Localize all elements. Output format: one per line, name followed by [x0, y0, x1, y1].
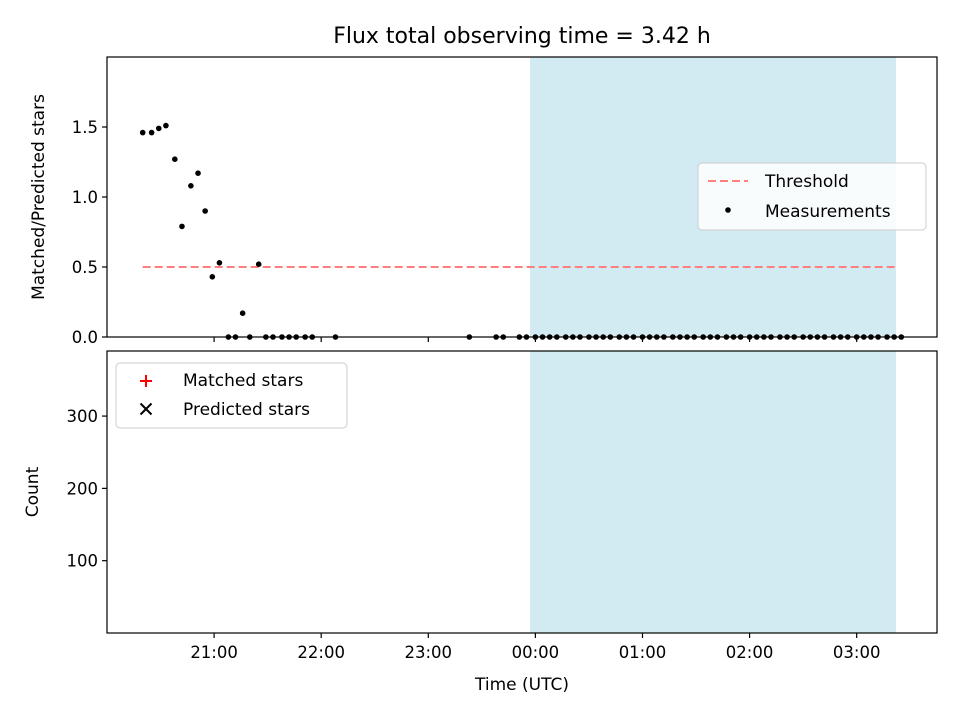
legend: Threshold Measurements	[697, 162, 927, 231]
x-tick-label: 22:00	[297, 643, 345, 662]
x-tick-label: 03:00	[833, 643, 881, 662]
bottom-panel: 100 200 300 21:00 22:00 23:00 00:00 01:00 02:00 0…	[23, 350, 938, 662]
data-point	[155, 125, 162, 132]
x-tick-label: 02:00	[726, 643, 774, 662]
legend-measurements-swatch	[725, 207, 731, 213]
data-point	[148, 129, 155, 136]
x-tick-label: 23:00	[405, 643, 453, 662]
y-tick-label: 1.5	[72, 118, 98, 137]
legend-predicted-swatch	[139, 402, 153, 416]
legend: Matched stars Predicted stars	[115, 362, 348, 429]
data-point	[188, 183, 194, 189]
x-axis-label: Time (UTC)	[474, 675, 569, 695]
y-tick-label: 1.0	[72, 188, 98, 207]
data-point	[163, 122, 169, 129]
data-point	[195, 170, 201, 176]
y-tick-label: 200	[67, 479, 99, 498]
data-point	[255, 261, 262, 268]
x-tick-label: 21:00	[190, 643, 238, 662]
data-point	[216, 260, 223, 266]
data-point	[139, 129, 146, 136]
y-axis-label: Count	[23, 466, 43, 517]
axes-frame	[106, 350, 938, 634]
y-tick-label: 100	[67, 552, 99, 571]
legend-box	[697, 162, 927, 231]
figure-title: Flux total observing time = 3.42 h	[333, 24, 711, 49]
legend-label-matched: Matched stars	[183, 371, 303, 391]
data-point	[172, 156, 178, 162]
x-tick-label: 00:00	[512, 643, 560, 662]
legend-box	[115, 362, 348, 429]
legend-label-threshold: Threshold	[764, 172, 849, 192]
observing-window-shade	[530, 351, 896, 633]
legend-label-measurements: Measurements	[765, 202, 891, 222]
y-tick-label: 0.5	[72, 258, 98, 277]
data-point	[202, 208, 208, 214]
data-point	[209, 274, 216, 280]
legend-label-predicted: Predicted stars	[183, 400, 310, 420]
y-axis-label: Matched/Predicted stars	[29, 94, 49, 300]
data-point	[179, 223, 185, 230]
y-tick-label: 300	[67, 407, 99, 426]
y-tick-label: 0.0	[72, 328, 98, 347]
legend-matched-swatch	[140, 375, 152, 387]
data-point	[239, 310, 246, 317]
top-panel: 0.0 0.5 1.0 1.5 Matched/Predicted stars Thres…	[29, 56, 938, 347]
x-tick-label: 01:00	[619, 643, 667, 662]
